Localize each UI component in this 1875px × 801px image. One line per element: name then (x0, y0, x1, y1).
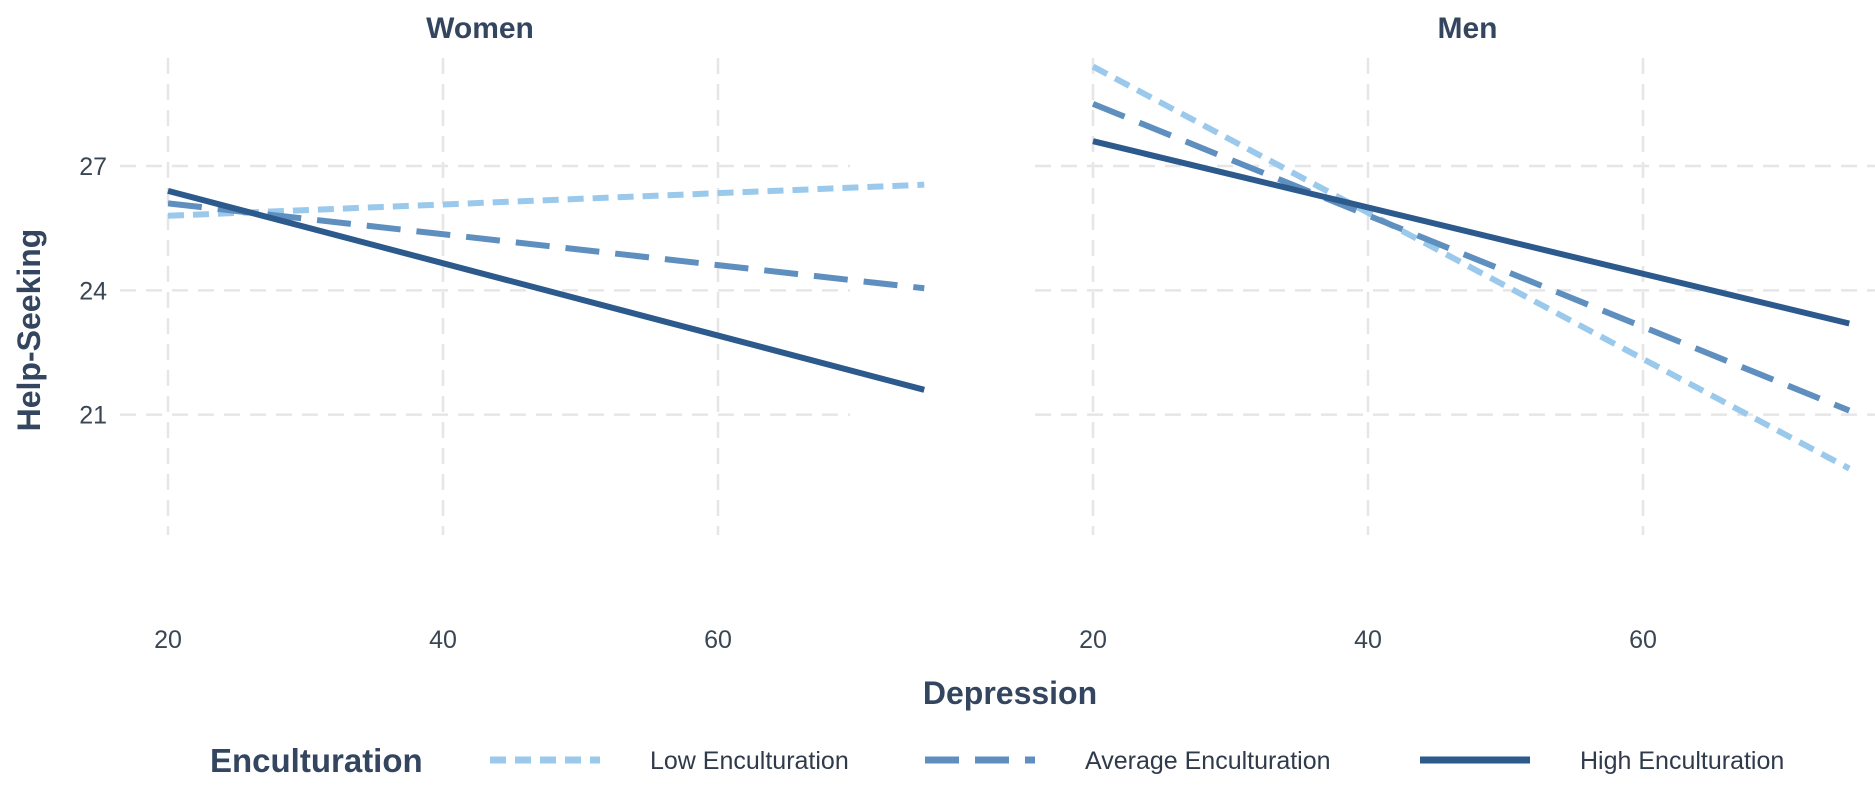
legend-title: Enculturation (210, 742, 423, 779)
legend-label: High Enculturation (1580, 747, 1784, 775)
series-line-men-dotted (1091, 63, 1851, 472)
legend-label: Low Enculturation (650, 747, 849, 775)
legend-label: Average Enculturation (1085, 747, 1331, 775)
x-tick-label: 40 (429, 626, 457, 654)
x-axis-title: Depression (923, 675, 1097, 711)
x-tick-label: 60 (1629, 626, 1657, 654)
y-tick-label: 27 (79, 153, 107, 181)
series-line-men-dashed (1091, 101, 1851, 414)
x-tick-label: 20 (154, 626, 182, 654)
series-line-women-dotted (167, 181, 925, 219)
y-axis-title: Help-Seeking (11, 229, 47, 432)
panel-title-women: Women (426, 12, 534, 45)
x-tick-label: 20 (1079, 626, 1107, 654)
series-line-women-solid (167, 187, 926, 393)
y-tick-label: 21 (79, 402, 107, 430)
x-tick-label: 60 (704, 626, 732, 654)
series-line-women-dashed (167, 200, 925, 292)
series-line-men-solid (1092, 138, 1850, 327)
x-tick-label: 40 (1354, 626, 1382, 654)
y-tick-label: 24 (79, 277, 107, 305)
panel-title-men: Men (1438, 12, 1498, 45)
